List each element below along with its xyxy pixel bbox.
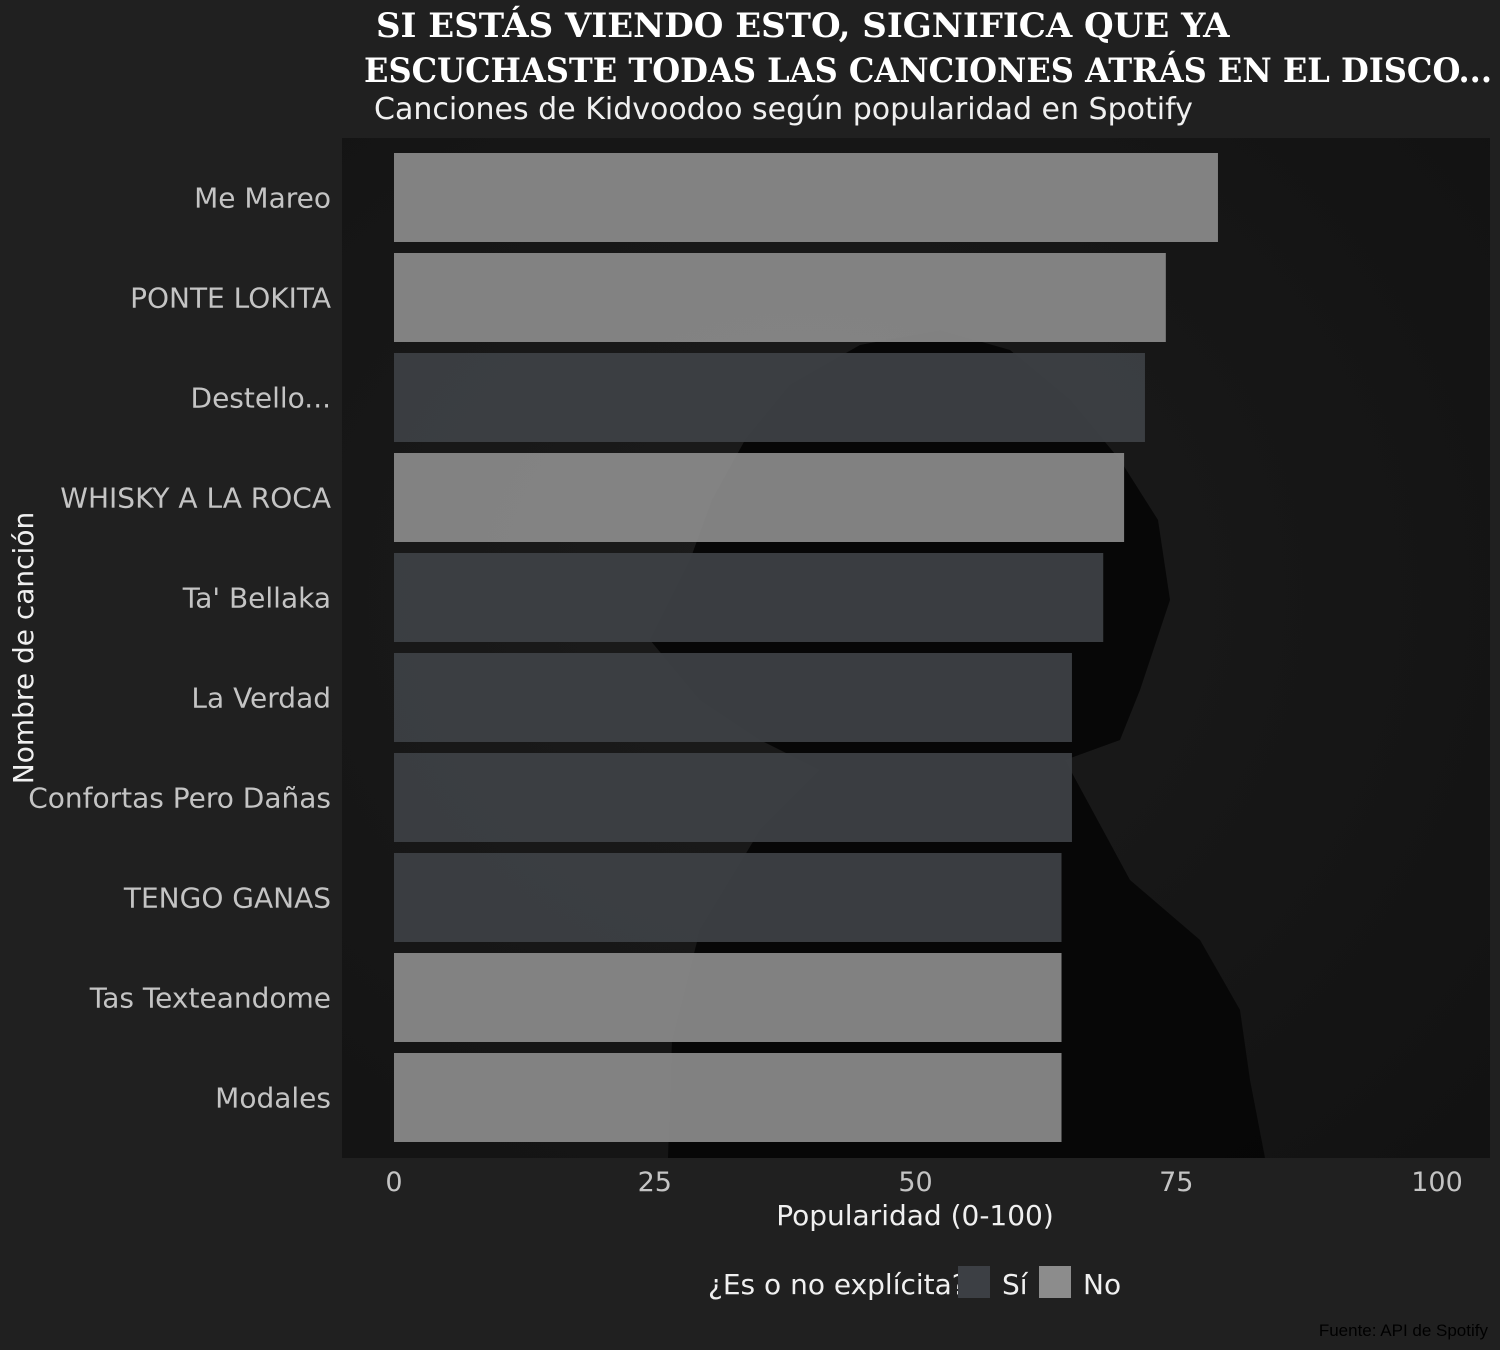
y-tick-label-0: Me Mareo	[194, 182, 331, 215]
bar-0	[394, 153, 1218, 242]
y-tick-labels: Me Mareo PONTE LOKITA Destello... WHISKY A …	[28, 182, 331, 1115]
x-tick-label-3: 75	[1159, 1167, 1193, 1198]
bar-7	[394, 853, 1062, 942]
chart-subtitle: Canciones de Kidvoodoo según popularidad…	[374, 92, 1193, 127]
y-tick-label-3: WHISKY A LA ROCA	[60, 482, 331, 515]
y-tick-label-5: La Verdad	[191, 682, 331, 715]
x-tick-labels: 0 25 50 75 100	[385, 1167, 1462, 1198]
legend-label-no: No	[1083, 1268, 1121, 1301]
bar-3	[394, 453, 1125, 542]
legend-swatch-no	[1039, 1266, 1071, 1298]
legend-title: ¿Es o no explícita?	[708, 1268, 967, 1301]
bar-6	[394, 753, 1072, 842]
legend-swatch-yes	[958, 1266, 990, 1298]
legend: ¿Es o no explícita? Sí No	[708, 1266, 1121, 1301]
bar-5	[394, 653, 1072, 742]
y-tick-label-7: TENGO GANAS	[123, 882, 331, 915]
y-tick-label-8: Tas Texteandome	[89, 982, 331, 1015]
chart-title-line2: ESCUCHASTE TODAS LAS CANCIONES ATRÁS EN …	[364, 50, 1492, 91]
y-tick-label-2: Destello...	[191, 382, 331, 415]
x-tick-label-1: 25	[638, 1167, 672, 1198]
bar-9	[394, 1053, 1062, 1142]
y-tick-label-6: Confortas Pero Dañas	[28, 782, 331, 815]
x-tick-label-0: 0	[385, 1167, 402, 1198]
y-axis-title: Nombre de canción	[7, 512, 40, 784]
y-tick-label-1: PONTE LOKITA	[130, 282, 331, 315]
chart-caption: Fuente: API de Spotify	[1319, 1321, 1489, 1340]
bar-1	[394, 253, 1166, 342]
x-axis-title: Popularidad (0-100)	[776, 1199, 1054, 1232]
bar-2	[394, 353, 1145, 442]
bar-8	[394, 953, 1062, 1042]
x-tick-label-4: 100	[1411, 1167, 1463, 1198]
legend-label-yes: Sí	[1002, 1268, 1029, 1301]
x-tick-label-2: 50	[898, 1167, 932, 1198]
y-tick-label-4: Ta' Bellaka	[182, 582, 331, 615]
bars-layer	[394, 153, 1218, 1142]
chart-title-line1: SI ESTÁS VIENDO ESTO, SIGNIFICA QUE YA	[376, 5, 1230, 46]
y-tick-label-9: Modales	[215, 1082, 331, 1115]
bar-4	[394, 553, 1104, 642]
